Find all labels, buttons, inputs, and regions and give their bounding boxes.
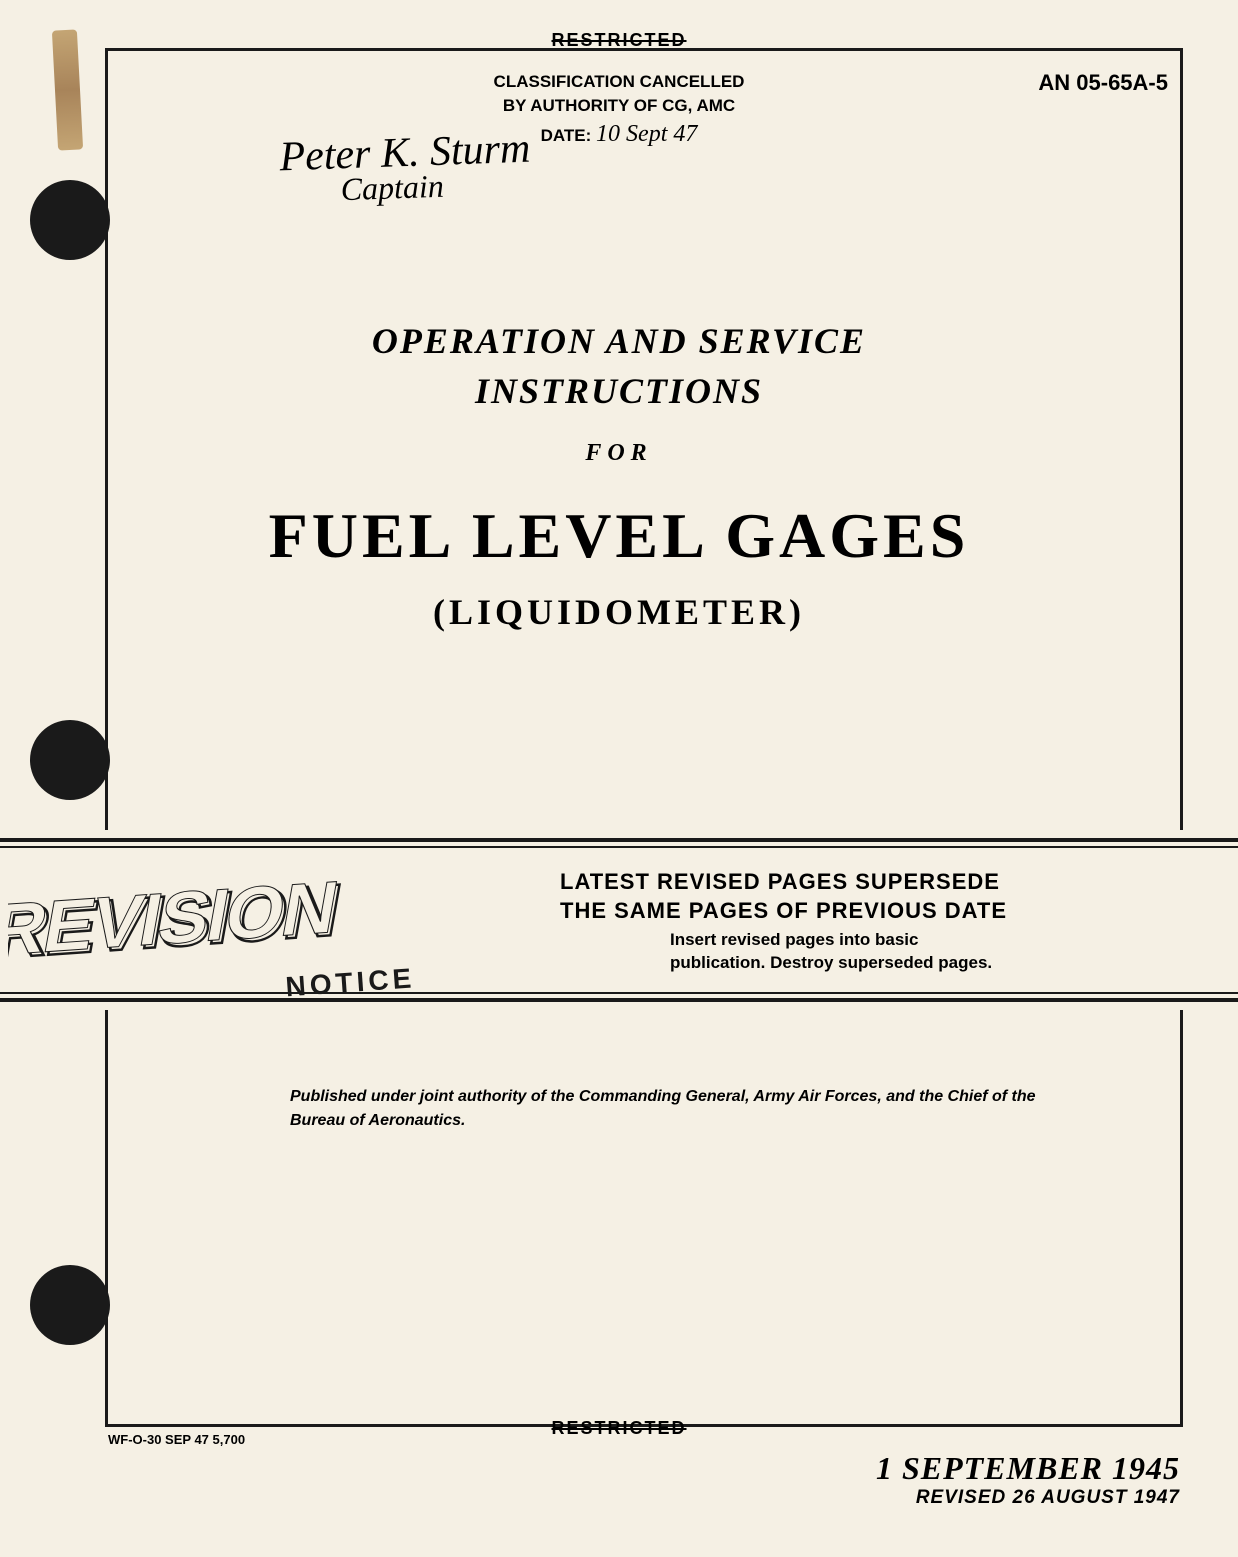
revision-line-2: THE SAME PAGES OF PREVIOUS DATE	[560, 897, 1208, 926]
revision-notice-band: REVISION REVISION NOTICE LATEST REVISED …	[0, 830, 1238, 1010]
title-operation: OPERATION AND SERVICE	[0, 320, 1238, 362]
document-number: AN 05-65A-5	[1038, 70, 1168, 96]
signature: Peter K. Sturm Captain	[279, 131, 532, 206]
tear-mark	[52, 29, 83, 150]
hole-punch	[30, 1265, 110, 1345]
handwritten-date: 10 Sept 47	[596, 121, 697, 147]
date-block: 1 SEPTEMBER 1945 REVISED 26 AUGUST 1947	[876, 1450, 1180, 1509]
hole-punch	[30, 720, 110, 800]
classification-line-1: CLASSIFICATION CANCELLED	[494, 70, 745, 94]
published-authority: Published under joint authority of the C…	[290, 1085, 1048, 1133]
svg-text:NOTICE: NOTICE	[285, 962, 417, 1002]
publication-date: 1 SEPTEMBER 1945	[876, 1450, 1180, 1487]
classification-cancelled-block: CLASSIFICATION CANCELLED BY AUTHORITY OF…	[494, 70, 745, 151]
classification-marking-bottom: RESTRICTED	[551, 1418, 686, 1439]
subtitle: (LIQUIDOMETER)	[0, 591, 1238, 633]
document-border	[105, 48, 1183, 1427]
revision-text: LATEST REVISED PAGES SUPERSEDE THE SAME …	[560, 868, 1208, 975]
classification-line-2: BY AUTHORITY OF CG, AMC	[494, 94, 745, 118]
svg-text:REVISION: REVISION	[8, 865, 342, 971]
revision-date: REVISED 26 AUGUST 1947	[876, 1487, 1180, 1509]
title-block: OPERATION AND SERVICE INSTRUCTIONS FOR F…	[0, 320, 1238, 633]
revision-line-3: Insert revised pages into basic	[670, 929, 1208, 952]
revision-line-4: publication. Destroy superseded pages.	[670, 952, 1208, 975]
title-for: FOR	[0, 440, 1238, 467]
title-instructions: INSTRUCTIONS	[0, 370, 1238, 412]
date-label: DATE:	[541, 126, 592, 145]
print-code: WF-O-30 SEP 47 5,700	[108, 1432, 245, 1447]
main-title: FUEL LEVEL GAGES	[0, 499, 1238, 573]
revision-label-graphic: REVISION REVISION NOTICE	[8, 842, 548, 1008]
hole-punch	[30, 180, 110, 260]
revision-line-1: LATEST REVISED PAGES SUPERSEDE	[560, 868, 1208, 897]
